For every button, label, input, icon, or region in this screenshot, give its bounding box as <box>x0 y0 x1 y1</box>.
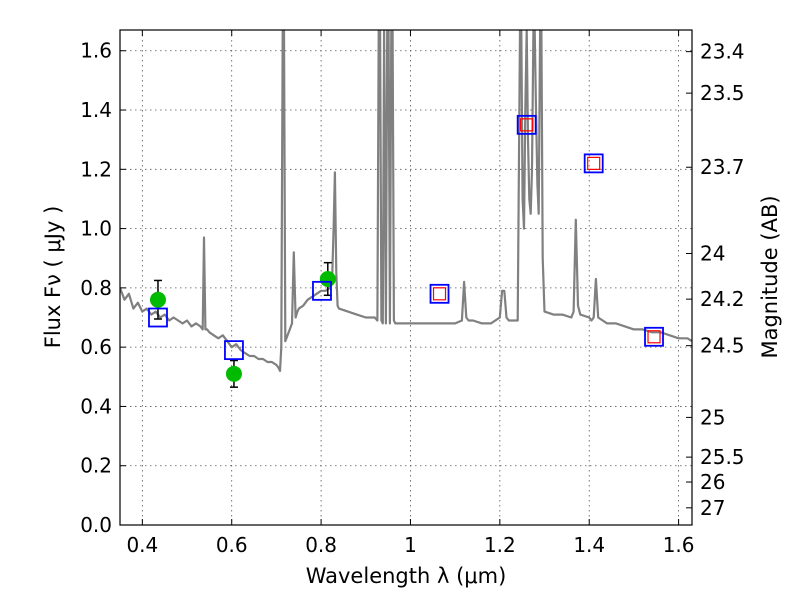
x-tick-label: 1.2 <box>484 533 516 557</box>
model-square-marker <box>224 340 244 361</box>
y-tick-label: 0.4 <box>80 394 112 418</box>
model-square-marker <box>644 326 664 347</box>
y-tick-label: 1.2 <box>80 157 112 181</box>
red-square-marker <box>647 330 661 344</box>
photometry-point <box>149 291 166 308</box>
data-markers <box>148 114 664 388</box>
y2-tick-label: 23.5 <box>700 81 745 105</box>
x-tick-label: 1.6 <box>663 533 695 557</box>
y-tick-label: 1.6 <box>80 39 112 63</box>
model-square-marker <box>516 114 537 135</box>
photometry-point <box>225 365 242 382</box>
model-square-marker <box>148 307 168 328</box>
x-axis-label: Wavelength λ (μm) <box>306 564 507 588</box>
y2-axis-label: Magnitude (AB) <box>758 195 782 358</box>
x-tick-label: 1 <box>404 533 417 557</box>
y-tick-label: 0.8 <box>80 276 112 300</box>
y2-tick-label: 23.4 <box>700 40 745 64</box>
red-square-marker <box>587 156 601 170</box>
axis-ticks: 0.4 0.6 0.8 1 1.2 1.4 1.6 0.0 0.2 0.4 0.6 0.8 1.0 1.2… <box>80 30 745 557</box>
x-tick-label: 0.8 <box>305 533 337 557</box>
y2-tick-label: 23.7 <box>700 155 745 179</box>
y2-tick-label: 24.5 <box>700 334 745 358</box>
model-square-marker <box>429 283 450 304</box>
x-tick-label: 1.4 <box>573 533 605 557</box>
model-square-marker <box>583 153 604 174</box>
model-square-marker <box>312 280 332 301</box>
y2-tick-label: 26 <box>700 470 725 494</box>
y2-tick-label: 27 <box>700 496 725 520</box>
y-tick-label: 0.6 <box>80 335 112 359</box>
y-tick-label: 1.0 <box>80 217 112 241</box>
plot-frame <box>119 29 693 526</box>
y-tick-label: 0.0 <box>80 513 112 537</box>
y2-tick-label: 24.2 <box>700 287 745 311</box>
y2-tick-label: 24 <box>700 241 725 265</box>
x-tick-label: 0.6 <box>216 533 248 557</box>
spectrum <box>120 30 692 372</box>
grid <box>120 30 692 526</box>
y-axis-label: Flux Fν ( μJy ) <box>41 206 65 349</box>
spectrum-line <box>120 30 692 372</box>
x-tick-label: 0.4 <box>126 533 158 557</box>
y2-tick-label: 25.5 <box>700 445 745 469</box>
y2-tick-label: 25 <box>700 405 725 429</box>
photometry-point <box>319 270 336 287</box>
y-tick-label: 0.2 <box>80 454 112 478</box>
red-square-marker <box>520 118 534 132</box>
y-tick-label: 1.4 <box>80 98 112 122</box>
red-square-marker <box>432 287 447 301</box>
